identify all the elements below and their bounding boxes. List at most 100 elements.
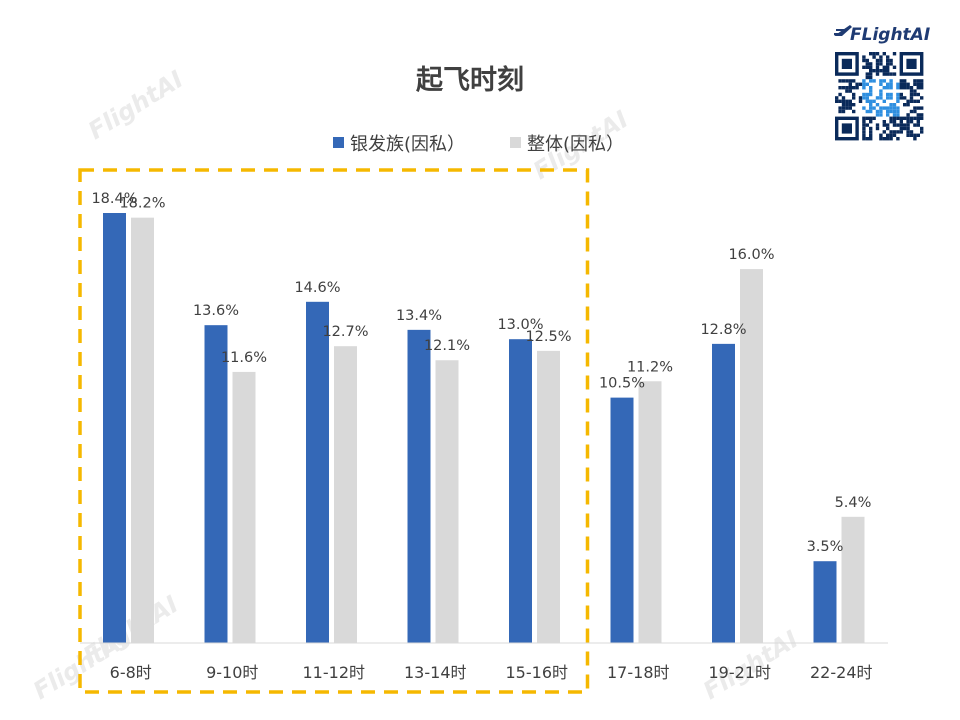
bar-overall xyxy=(334,346,357,643)
bar-silver xyxy=(509,339,532,643)
qr-module xyxy=(879,137,883,141)
legend-label-silver: 银发族(因私） xyxy=(350,134,465,155)
bar-overall xyxy=(841,516,865,643)
qr-module xyxy=(875,72,880,76)
qr-module xyxy=(916,79,920,83)
qr-module xyxy=(875,65,880,69)
qr-module xyxy=(865,137,869,141)
qr-module xyxy=(886,126,890,131)
x-tick-label: 22-24时 xyxy=(810,663,873,682)
qr-module xyxy=(896,92,900,97)
qr-module xyxy=(892,116,897,120)
qr-module xyxy=(906,116,910,120)
qr-module xyxy=(872,69,876,73)
qr-module xyxy=(869,133,873,137)
qr-module xyxy=(913,99,917,103)
qr-module xyxy=(889,120,893,124)
qr-module xyxy=(845,106,849,110)
qr-module xyxy=(909,116,914,120)
qr-module xyxy=(913,133,917,137)
qr-module xyxy=(869,69,873,73)
data-label-overall: 12.5% xyxy=(525,329,571,345)
qr-module xyxy=(865,72,869,76)
qr-module xyxy=(848,99,852,103)
qr-module xyxy=(872,52,876,56)
qr-module xyxy=(869,109,873,114)
qr-module xyxy=(869,137,873,141)
qr-module xyxy=(909,89,914,93)
qr-module xyxy=(892,113,897,117)
qr-finder xyxy=(841,123,852,134)
qr-module xyxy=(869,52,873,56)
qr-module xyxy=(889,82,893,86)
qr-module xyxy=(909,86,914,90)
qr-module xyxy=(848,82,852,86)
data-label-overall: 11.2% xyxy=(627,359,673,375)
qr-module xyxy=(865,82,869,86)
qr-module xyxy=(865,75,869,80)
bar-overall xyxy=(131,217,154,643)
qr-module xyxy=(886,62,890,66)
qr-module xyxy=(896,99,900,103)
qr-module xyxy=(838,109,842,114)
bar-overall xyxy=(537,350,560,643)
bar-overall xyxy=(740,269,763,643)
qr-module xyxy=(892,123,897,127)
qr-module xyxy=(845,99,849,103)
qr-module xyxy=(886,109,890,114)
qr-module xyxy=(886,92,890,97)
qr-module xyxy=(892,65,897,69)
bar-silver xyxy=(610,397,634,643)
qr-module xyxy=(913,89,917,93)
qr-module xyxy=(865,58,869,63)
qr-module xyxy=(886,123,890,127)
qr-module xyxy=(862,86,866,90)
qr-module xyxy=(879,133,883,137)
qr-module xyxy=(845,86,849,90)
qr-module xyxy=(852,96,856,100)
qr-module xyxy=(920,116,924,120)
x-tick-label: 17-18时 xyxy=(607,663,670,682)
qr-module xyxy=(889,62,893,66)
watermark-text: FlightAI xyxy=(78,590,183,670)
qr-module xyxy=(899,86,903,90)
qr-module xyxy=(862,123,866,127)
qr-module xyxy=(841,79,846,83)
qr-module xyxy=(913,123,917,127)
qr-module xyxy=(906,133,910,137)
qr-module xyxy=(858,96,863,100)
qr-module xyxy=(909,133,914,137)
highlight-box xyxy=(78,168,590,694)
qr-module xyxy=(841,106,846,110)
qr-module xyxy=(909,96,914,100)
qr-module xyxy=(886,82,890,86)
qr-module xyxy=(838,92,842,97)
qr-module xyxy=(845,89,849,93)
qr-module xyxy=(896,109,900,114)
qr-module xyxy=(903,79,907,83)
qr-module xyxy=(875,62,880,66)
qr-module xyxy=(862,55,866,59)
qr-module xyxy=(913,116,917,120)
qr-module xyxy=(862,82,866,86)
qr-module xyxy=(879,62,883,66)
qr-module xyxy=(852,86,856,90)
qr-module xyxy=(869,99,873,103)
qr-module xyxy=(841,96,846,100)
qr-module xyxy=(896,113,900,117)
qr-module xyxy=(889,92,893,97)
qr-module xyxy=(909,130,914,134)
data-label-overall: 18.2% xyxy=(119,196,165,212)
qr-module xyxy=(869,120,873,124)
qr-module xyxy=(879,92,883,97)
qr-module xyxy=(889,86,893,90)
qr-module xyxy=(882,106,886,110)
qr-module xyxy=(896,86,900,90)
qr-module xyxy=(920,130,924,134)
qr-module xyxy=(889,106,893,110)
qr-module xyxy=(889,133,893,137)
brand-logo: FLightAI xyxy=(834,25,930,45)
data-label-silver: 12.8% xyxy=(700,322,746,338)
qr-module xyxy=(879,69,883,73)
data-label-silver: 10.5% xyxy=(599,376,645,392)
